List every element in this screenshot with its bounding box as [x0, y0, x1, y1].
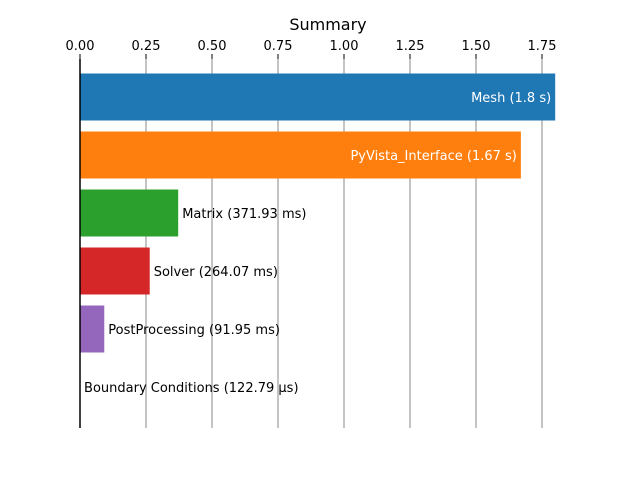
bars: Mesh (1.8 s) PyVista_Interface (1.67 s) Ma… [80, 73, 556, 411]
bar-label: Matrix (371.93 ms) [182, 207, 306, 222]
x-tick-label: 0.75 [264, 39, 293, 54]
bar-label: PostProcessing (91.95 ms) [108, 323, 280, 338]
x-tick-label: 0.25 [132, 39, 161, 54]
x-tick-label: 1.25 [396, 39, 425, 54]
bar-solver [80, 247, 150, 295]
bar-mesh [80, 73, 556, 121]
x-axis-ticks: 0.00 0.25 0.50 0.75 1.00 1.25 1.50 1.75 [66, 39, 557, 59]
bar-label: Solver (264.07 ms) [154, 265, 278, 280]
bar-label: PyVista_Interface (1.67 s) [350, 149, 516, 164]
bar-label: Boundary Conditions (122.79 µs) [84, 381, 299, 396]
bar-matrix [80, 189, 179, 237]
x-tick-label: 0.50 [198, 39, 227, 54]
bar-pyvista-interface [80, 131, 521, 179]
chart-title: Summary [289, 15, 366, 34]
x-tick-label: 1.00 [330, 39, 359, 54]
bar-label: Mesh (1.8 s) [471, 91, 551, 106]
x-tick-label: 1.75 [528, 39, 557, 54]
x-tick-label: 1.50 [462, 39, 491, 54]
x-tick-label: 0.00 [66, 39, 95, 54]
bar-postprocessing [80, 305, 105, 353]
